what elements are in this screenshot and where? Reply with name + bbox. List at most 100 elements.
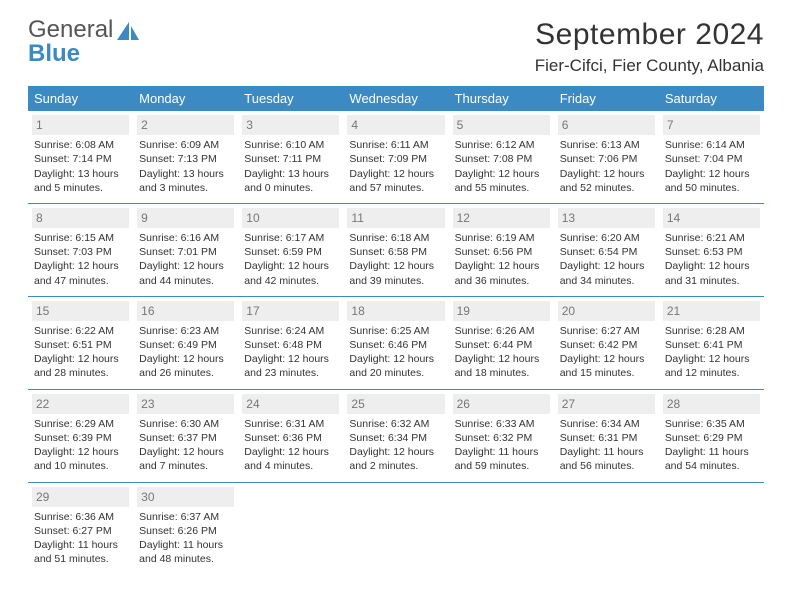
day-cell: 28 Sunrise: 6:35 AMSunset: 6:29 PMDayligh… — [659, 390, 764, 482]
day-info: Sunrise: 6:19 AMSunset: 6:56 PMDaylight:… — [453, 231, 550, 288]
day-number: 15 — [32, 301, 129, 321]
day-cell: 17Sunrise: 6:24 AMSunset: 6:48 PMDayligh… — [238, 297, 343, 389]
day-cell: 8 Sunrise: 6:15 AMSunset: 7:03 PMDaylight… — [28, 204, 133, 296]
day-header-saturday: Saturday — [659, 86, 764, 111]
sunset-line: Sunset: 7:03 PM — [34, 245, 127, 259]
day-number: 9 — [137, 208, 234, 228]
sunset-line: Sunset: 7:08 PM — [455, 152, 548, 166]
sunset-line: Sunset: 6:39 PM — [34, 431, 127, 445]
day-info: Sunrise: 6:08 AMSunset: 7:14 PMDaylight:… — [32, 138, 129, 195]
title-block: September 2024 Fier-Cifci, Fier County, … — [535, 18, 764, 76]
location: Fier-Cifci, Fier County, Albania — [535, 56, 764, 76]
month-title: September 2024 — [535, 18, 764, 52]
day-cell: 11Sunrise: 6:18 AMSunset: 6:58 PMDayligh… — [343, 204, 448, 296]
daylight-line: Daylight: 11 hours and 59 minutes. — [455, 445, 548, 473]
daylight-line: Daylight: 12 hours and 57 minutes. — [349, 167, 442, 195]
sunset-line: Sunset: 6:42 PM — [560, 338, 653, 352]
day-header-tuesday: Tuesday — [238, 86, 343, 111]
day-info: Sunrise: 6:36 AMSunset: 6:27 PMDaylight:… — [32, 510, 129, 567]
logo-text-block: General Blue — [28, 18, 113, 66]
sunset-line: Sunset: 6:26 PM — [139, 524, 232, 538]
daylight-line: Daylight: 13 hours and 3 minutes. — [139, 167, 232, 195]
day-cell: 23Sunrise: 6:30 AMSunset: 6:37 PMDayligh… — [133, 390, 238, 482]
day-info: Sunrise: 6:32 AMSunset: 6:34 PMDaylight:… — [347, 417, 444, 474]
sunrise-line: Sunrise: 6:22 AM — [34, 324, 127, 338]
sunset-line: Sunset: 6:54 PM — [560, 245, 653, 259]
daylight-line: Daylight: 11 hours and 48 minutes. — [139, 538, 232, 566]
day-cell: 16Sunrise: 6:23 AMSunset: 6:49 PMDayligh… — [133, 297, 238, 389]
day-info: Sunrise: 6:10 AMSunset: 7:11 PMDaylight:… — [242, 138, 339, 195]
daylight-line: Daylight: 12 hours and 42 minutes. — [244, 259, 337, 287]
sunrise-line: Sunrise: 6:29 AM — [34, 417, 127, 431]
day-cell: 15Sunrise: 6:22 AMSunset: 6:51 PMDayligh… — [28, 297, 133, 389]
day-cell: 7Sunrise: 6:14 AMSunset: 7:04 PMDaylight… — [659, 111, 764, 203]
day-number: 26 — [453, 394, 550, 414]
day-cell: 3Sunrise: 6:10 AMSunset: 7:11 PMDaylight… — [238, 111, 343, 203]
day-number: 13 — [558, 208, 655, 228]
sunrise-line: Sunrise: 6:20 AM — [560, 231, 653, 245]
sunrise-line: Sunrise: 6:12 AM — [455, 138, 548, 152]
sunset-line: Sunset: 6:27 PM — [34, 524, 127, 538]
day-cell: 21Sunrise: 6:28 AMSunset: 6:41 PMDayligh… — [659, 297, 764, 389]
day-number: 19 — [453, 301, 550, 321]
day-info: Sunrise: 6:09 AMSunset: 7:13 PMDaylight:… — [137, 138, 234, 195]
day-info: Sunrise: 6:27 AMSunset: 6:42 PMDaylight:… — [558, 324, 655, 381]
day-info: Sunrise: 6:34 AMSunset: 6:31 PMDaylight:… — [558, 417, 655, 474]
day-cell: 14Sunrise: 6:21 AMSunset: 6:53 PMDayligh… — [659, 204, 764, 296]
daylight-line: Daylight: 12 hours and 36 minutes. — [455, 259, 548, 287]
sunset-line: Sunset: 7:09 PM — [349, 152, 442, 166]
daylight-line: Daylight: 12 hours and 34 minutes. — [560, 259, 653, 287]
day-cell: 9Sunrise: 6:16 AMSunset: 7:01 PMDaylight… — [133, 204, 238, 296]
sunset-line: Sunset: 6:49 PM — [139, 338, 232, 352]
day-header-thursday: Thursday — [449, 86, 554, 111]
week-row: 8Sunrise: 6:15 AMSunset: 7:03 PMDaylight… — [28, 204, 764, 297]
week-row: 15Sunrise: 6:22 AMSunset: 6:51 PMDayligh… — [28, 297, 764, 390]
sunrise-line: Sunrise: 6:10 AM — [244, 138, 337, 152]
sunrise-line: Sunrise: 6:33 AM — [455, 417, 548, 431]
day-cell: 24Sunrise: 6:31 AMSunset: 6:36 PMDayligh… — [238, 390, 343, 482]
day-number: 5 — [453, 115, 550, 135]
day-number: 11 — [347, 208, 444, 228]
day-info: Sunrise: 6:37 AMSunset: 6:26 PMDaylight:… — [137, 510, 234, 567]
day-cell: 20Sunrise: 6:27 AMSunset: 6:42 PMDayligh… — [554, 297, 659, 389]
day-number: 8 — [32, 208, 129, 228]
day-number: 7 — [663, 115, 760, 135]
logo-sail-icon — [115, 20, 141, 42]
day-number: 18 — [347, 301, 444, 321]
sunset-line: Sunset: 6:36 PM — [244, 431, 337, 445]
day-cell: 26 Sunrise: 6:33 AMSunset: 6:32 PMDayligh… — [449, 390, 554, 482]
day-number: 6 — [558, 115, 655, 135]
sunrise-line: Sunrise: 6:30 AM — [139, 417, 232, 431]
week-row: 29Sunrise: 6:36 AMSunset: 6:27 PMDayligh… — [28, 483, 764, 575]
sunrise-line: Sunrise: 6:08 AM — [34, 138, 127, 152]
day-header-sunday: Sunday — [28, 86, 133, 111]
day-cell: 18 Sunrise: 6:25 AMSunset: 6:46 PMDayligh… — [343, 297, 448, 389]
day-info: Sunrise: 6:25 AMSunset: 6:46 PMDaylight:… — [347, 324, 444, 381]
daylight-line: Daylight: 12 hours and 47 minutes. — [34, 259, 127, 287]
sunrise-line: Sunrise: 6:11 AM — [349, 138, 442, 152]
day-number: 25 — [347, 394, 444, 414]
day-cell: 13 Sunrise: 6:20 AMSunset: 6:54 PMDayligh… — [554, 204, 659, 296]
sunrise-line: Sunrise: 6:35 AM — [665, 417, 758, 431]
daylight-line: Daylight: 13 hours and 5 minutes. — [34, 167, 127, 195]
daylight-line: Daylight: 12 hours and 7 minutes. — [139, 445, 232, 473]
daylight-line: Daylight: 12 hours and 26 minutes. — [139, 352, 232, 380]
day-info: Sunrise: 6:30 AMSunset: 6:37 PMDaylight:… — [137, 417, 234, 474]
sunset-line: Sunset: 6:59 PM — [244, 245, 337, 259]
day-info: Sunrise: 6:35 AMSunset: 6:29 PMDaylight:… — [663, 417, 760, 474]
sunrise-line: Sunrise: 6:15 AM — [34, 231, 127, 245]
day-info: Sunrise: 6:33 AMSunset: 6:32 PMDaylight:… — [453, 417, 550, 474]
day-info: Sunrise: 6:15 AMSunset: 7:03 PMDaylight:… — [32, 231, 129, 288]
daylight-line: Daylight: 11 hours and 56 minutes. — [560, 445, 653, 473]
sunrise-line: Sunrise: 6:26 AM — [455, 324, 548, 338]
daylight-line: Daylight: 12 hours and 28 minutes. — [34, 352, 127, 380]
day-cell: 12Sunrise: 6:19 AMSunset: 6:56 PMDayligh… — [449, 204, 554, 296]
daylight-line: Daylight: 12 hours and 52 minutes. — [560, 167, 653, 195]
empty-cell — [554, 483, 659, 575]
day-number: 28 — [663, 394, 760, 414]
sunset-line: Sunset: 6:48 PM — [244, 338, 337, 352]
sunrise-line: Sunrise: 6:27 AM — [560, 324, 653, 338]
sunset-line: Sunset: 6:37 PM — [139, 431, 232, 445]
day-info: Sunrise: 6:17 AMSunset: 6:59 PMDaylight:… — [242, 231, 339, 288]
day-cell: 22Sunrise: 6:29 AMSunset: 6:39 PMDayligh… — [28, 390, 133, 482]
